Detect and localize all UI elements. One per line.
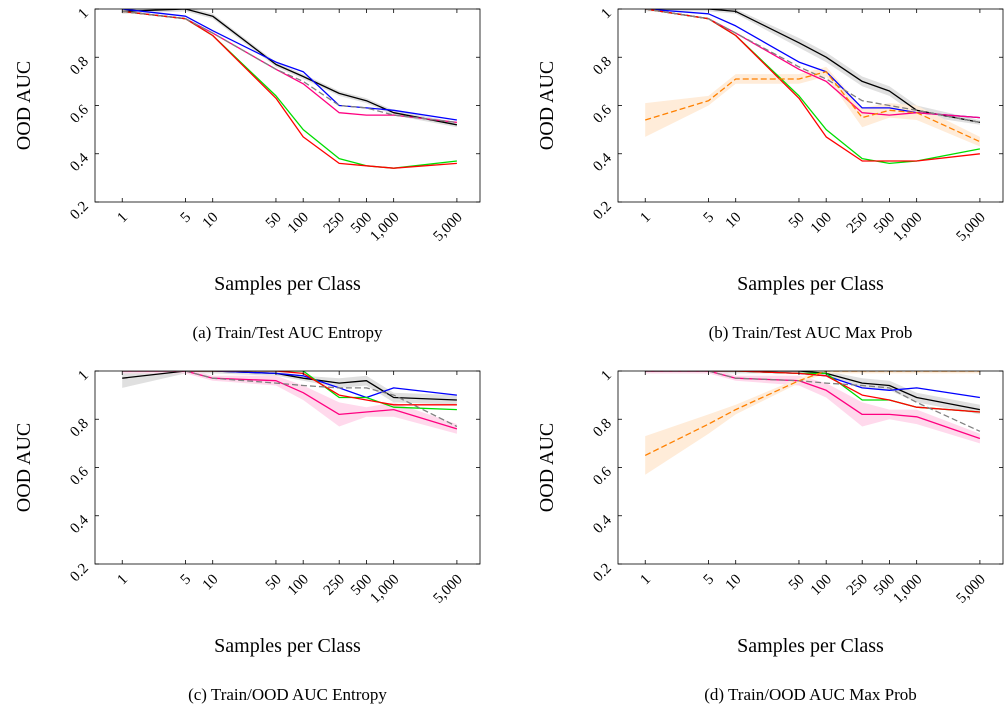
series-line-6	[645, 9, 981, 124]
y-tick-label: 1	[75, 6, 92, 23]
x-axis-label: Samples per Class	[214, 273, 361, 295]
panel-caption: (c) Train/OOD AUC Entropy	[188, 685, 387, 704]
x-tick-label: 1,000	[367, 210, 402, 245]
x-tick-label: 10	[723, 210, 745, 232]
y-tick-label: 1	[75, 368, 92, 385]
panel-caption: (d) Train/OOD AUC Max Prob	[704, 685, 917, 704]
plot-area	[645, 9, 981, 165]
y-tick-label: 0.4	[67, 150, 92, 175]
series-line-4	[645, 371, 980, 413]
y-tick-label: 1	[598, 368, 615, 385]
x-tick-label: 100	[808, 572, 835, 599]
series-line-4	[122, 10, 457, 169]
plot-area	[122, 9, 458, 169]
x-tick-label: 1	[114, 210, 131, 227]
series-band-7	[645, 66, 980, 147]
y-tick-label: 0.6	[67, 464, 92, 489]
series-line-1	[122, 9, 458, 126]
x-tick-label: 10	[200, 210, 222, 232]
panel-caption: (a) Train/Test AUC Entropy	[192, 323, 383, 342]
x-tick-label: 100	[285, 210, 312, 237]
series-band-1	[645, 371, 980, 415]
x-tick-label: 1,000	[890, 572, 925, 607]
series-line-6	[645, 371, 981, 432]
x-tick-label: 50	[263, 210, 285, 232]
x-tick-label: 5	[701, 210, 718, 227]
x-tick-label: 50	[263, 572, 285, 594]
y-tick-label: 0.2	[67, 199, 92, 224]
series-line-4	[645, 9, 981, 165]
y-tick-label: 0.2	[67, 561, 92, 586]
x-tick-label: 1	[637, 210, 654, 227]
x-tick-label: 5	[178, 210, 195, 227]
x-tick-label: 100	[285, 572, 312, 599]
x-tick-label: 50	[786, 572, 808, 594]
x-axis-label: Samples per Class	[737, 273, 884, 295]
y-tick-label: 0.4	[590, 150, 615, 175]
series-line-5	[122, 10, 457, 169]
y-tick-label: 0.6	[590, 102, 615, 127]
plot-area	[644, 371, 981, 475]
x-tick-label: 10	[200, 572, 222, 594]
series-line-1	[122, 371, 457, 401]
y-axis-label: OOD AUC	[13, 423, 35, 512]
panel-caption: (b) Train/Test AUC Max Prob	[709, 323, 913, 342]
series-band-1	[122, 9, 457, 128]
series-line-5	[645, 9, 980, 162]
x-tick-label: 250	[844, 210, 871, 237]
x-tick-label: 5,000	[954, 210, 989, 245]
y-tick-label: 0.8	[590, 54, 615, 79]
y-axis-label: OOD AUC	[13, 61, 35, 150]
y-tick-label: 0.4	[67, 512, 92, 537]
y-axis-label: OOD AUC	[536, 423, 558, 512]
x-tick-label: 5	[701, 572, 718, 589]
series-line-7	[645, 71, 981, 143]
x-tick-label: 1,000	[890, 210, 925, 245]
x-tick-label: 1,000	[367, 572, 402, 607]
x-tick-label: 1	[114, 572, 131, 589]
y-tick-label: 0.8	[590, 416, 615, 441]
y-tick-label: 0.4	[590, 512, 615, 537]
x-tick-label: 100	[808, 210, 835, 237]
series-line-2	[122, 9, 457, 121]
plot-area	[122, 371, 458, 434]
y-tick-label: 0.2	[590, 199, 615, 224]
series-line-6	[122, 371, 458, 428]
series-line-6	[122, 10, 457, 124]
y-tick-label: 1	[598, 6, 615, 23]
x-axis-label: Samples per Class	[737, 635, 884, 657]
plot-frame	[94, 8, 481, 203]
x-tick-label: 5,000	[431, 572, 466, 607]
x-tick-label: 1	[637, 572, 654, 589]
x-tick-label: 5,000	[954, 572, 989, 607]
y-tick-label: 0.8	[67, 416, 92, 441]
x-tick-label: 250	[321, 572, 348, 599]
x-tick-label: 5	[178, 572, 195, 589]
x-tick-label: 250	[321, 210, 348, 237]
series-line-1	[645, 9, 981, 124]
y-tick-label: 0.6	[67, 102, 92, 127]
y-tick-label: 0.8	[67, 54, 92, 79]
x-tick-label: 50	[786, 210, 808, 232]
series-band-5	[122, 371, 457, 434]
x-tick-label: 250	[844, 572, 871, 599]
y-tick-label: 0.6	[590, 464, 615, 489]
series-line-3	[122, 371, 457, 411]
x-tick-label: 10	[723, 572, 745, 594]
series-line-2	[122, 371, 457, 399]
x-axis-label: Samples per Class	[214, 635, 361, 657]
y-tick-label: 0.2	[590, 561, 615, 586]
y-axis-label: OOD AUC	[536, 61, 558, 150]
x-tick-label: 5,000	[431, 210, 466, 245]
